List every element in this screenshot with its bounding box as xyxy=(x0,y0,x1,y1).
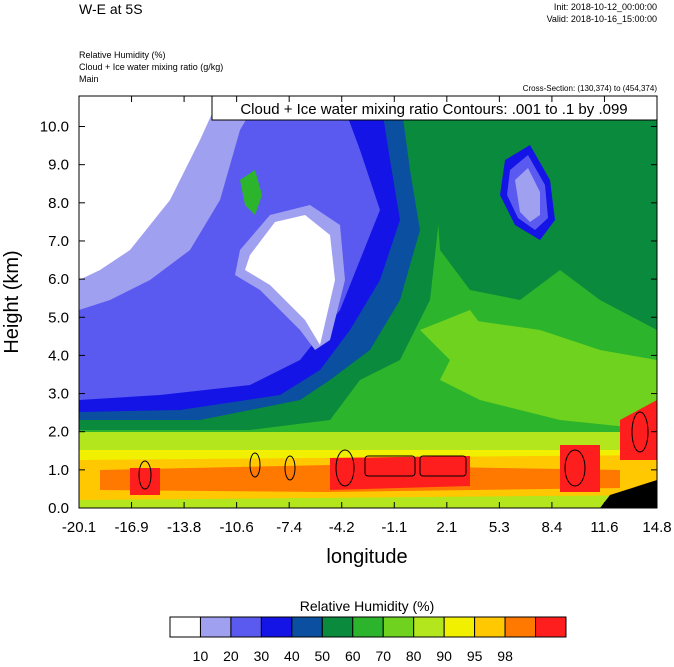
figure-title: W-E at 5S xyxy=(79,1,143,17)
y-tick-label: 0.0 xyxy=(48,500,69,517)
cross-section-label: Cross-Section: (130,374) to (454,374) xyxy=(523,84,658,93)
variable-label-cloud: Cloud + Ice water mixing ratio (g/kg) xyxy=(79,62,223,72)
x-tick-label: -4.2 xyxy=(329,519,355,536)
x-tick-label: -10.6 xyxy=(220,519,254,536)
y-tick-label: 10.0 xyxy=(40,119,69,136)
colorbar-swatch xyxy=(413,616,445,638)
colorbar-label: 60 xyxy=(345,648,361,664)
colorbar-label: 95 xyxy=(467,648,483,664)
y-tick-label: 2.0 xyxy=(48,424,69,441)
x-axis-label: longitude xyxy=(326,546,407,568)
contour-annotation-box xyxy=(211,95,658,121)
colorbar-title: Relative Humidity (%) xyxy=(300,598,435,614)
y-tick-label: 1.0 xyxy=(48,462,69,479)
colorbar-label: 70 xyxy=(375,648,391,664)
y-tick-label: 3.0 xyxy=(48,386,69,403)
x-tick-label: 8.4 xyxy=(541,519,562,536)
init-time: Init: 2018-10-12_00:00:00 xyxy=(554,2,657,12)
colorbar-label: 90 xyxy=(436,648,452,664)
colorbar-label: 20 xyxy=(223,648,239,664)
colorbar-swatch xyxy=(352,616,384,638)
humidity-field xyxy=(79,96,657,508)
x-tick-label: 11.6 xyxy=(590,519,618,536)
colorbar-swatch xyxy=(382,616,415,638)
colorbar-swatch xyxy=(230,616,262,638)
colorbar-label: 80 xyxy=(406,648,422,664)
y-axis-label: Height (km) xyxy=(1,250,23,353)
x-tick-label: -7.4 xyxy=(276,519,302,536)
x-tick-label: -1.1 xyxy=(381,519,407,536)
colorbar-label: 98 xyxy=(497,648,513,664)
y-tick-label: 8.0 xyxy=(48,195,69,212)
colorbar-swatch xyxy=(504,616,537,638)
x-tick-label: 14.8 xyxy=(642,519,671,536)
colorbar-swatch xyxy=(169,616,201,638)
colorbar-swatch xyxy=(321,616,354,638)
contour-annotation: Cloud + Ice water mixing ratio Contours:… xyxy=(240,101,627,118)
y-tick-label: 7.0 xyxy=(48,233,69,250)
y-tick-label: 6.0 xyxy=(48,271,69,288)
colorbar-label: 50 xyxy=(315,648,331,664)
colorbar-swatch xyxy=(474,616,506,638)
variable-label-rh: Relative Humidity (%) xyxy=(79,50,166,60)
colorbar-swatch xyxy=(443,616,476,638)
colorbar-labels: 10 20 30 40 50 60 70 80 90 95 98 xyxy=(193,648,513,664)
y-tick-label: 4.0 xyxy=(48,347,69,364)
x-tick-label: -20.1 xyxy=(62,519,96,536)
x-tick-label: -16.9 xyxy=(114,519,148,536)
variable-label-main: Main xyxy=(79,74,99,84)
colorbar-swatch xyxy=(535,616,567,638)
y-tick-label: 5.0 xyxy=(48,309,69,326)
x-axis: -20.1 -16.9 -13.8 -10.6 -7.4 -4.2 -1.1 2.1 5.3 8.… xyxy=(62,96,672,536)
colorbar-swatch xyxy=(199,616,232,638)
colorbar-label: 10 xyxy=(193,648,209,664)
colorbar xyxy=(169,616,567,638)
colorbar-swatch xyxy=(291,616,323,638)
valid-time: Valid: 2018-10-16_15:00:00 xyxy=(547,14,657,24)
x-tick-label: -13.8 xyxy=(167,519,201,536)
colorbar-swatch xyxy=(260,616,293,638)
y-tick-label: 9.0 xyxy=(48,157,69,174)
colorbar-label: 30 xyxy=(254,648,270,664)
x-tick-label: 5.3 xyxy=(489,519,510,536)
y-axis: 0.0 1.0 2.0 3.0 4.0 5.0 6.0 7.0 8.0 9.0 10.0 xyxy=(40,119,657,517)
x-tick-label: 2.1 xyxy=(436,519,457,536)
colorbar-label: 40 xyxy=(284,648,300,664)
